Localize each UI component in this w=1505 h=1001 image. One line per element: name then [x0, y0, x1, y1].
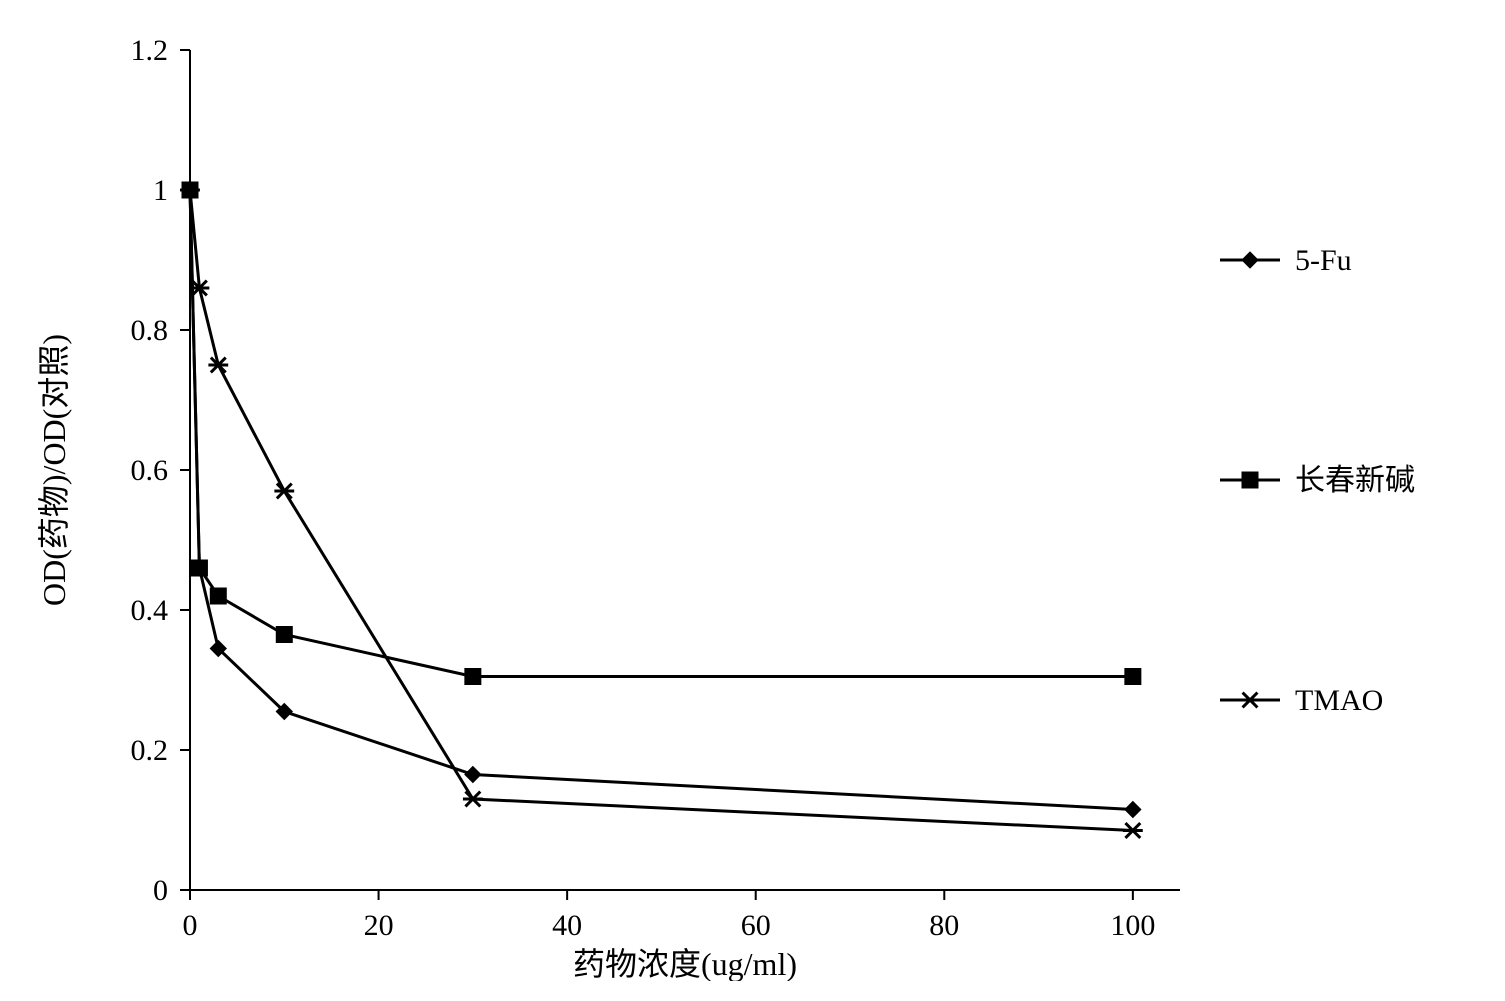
legend-label: TMAO: [1295, 684, 1383, 717]
diamond-marker: [1242, 252, 1258, 268]
y-tick-label: 0.4: [131, 594, 169, 627]
asterisk-marker: [274, 484, 294, 499]
y-tick-label: 1: [153, 174, 168, 207]
series-vincristine: [182, 182, 1141, 685]
y-tick-label: 0.8: [131, 314, 169, 347]
legend-item-vincristine: 长春新碱: [1220, 464, 1415, 497]
x-tick-label: 80: [929, 909, 959, 942]
asterisk-marker: [463, 792, 483, 807]
diamond-marker: [1125, 802, 1141, 818]
square-marker: [465, 669, 481, 685]
x-tick-label: 60: [741, 909, 771, 942]
diamond-marker: [465, 767, 481, 783]
square-marker: [1125, 669, 1141, 685]
line-chart: 0 20 40 60 80 100 0 0.2 0.4 0.6 0.8 1 1.2 药物浓度(ug/ml)…: [20, 20, 1505, 981]
legend-label: 5-Fu: [1295, 244, 1352, 277]
y-axis-label: OD(药物)/OD(对照): [36, 334, 72, 606]
chart-container: 0 20 40 60 80 100 0 0.2 0.4 0.6 0.8 1 1.2 药物浓度(ug/ml)…: [20, 20, 1505, 981]
series-TMAO: [180, 183, 1143, 838]
legend-label: 长春新碱: [1295, 464, 1415, 497]
x-tick-label: 100: [1110, 909, 1155, 942]
series-line: [190, 190, 1133, 677]
y-tick-label: 0.2: [131, 734, 169, 767]
square-marker: [276, 627, 292, 643]
y-tick-label: 1.2: [131, 34, 169, 67]
series-line: [190, 190, 1133, 831]
series-5-Fu: [182, 182, 1141, 818]
x-tick-label: 40: [552, 909, 582, 942]
square-marker: [1242, 472, 1258, 488]
legend-item-5-Fu: 5-Fu: [1220, 244, 1352, 277]
square-marker: [210, 588, 226, 604]
asterisk-marker: [1240, 693, 1260, 708]
series-line: [190, 190, 1133, 810]
x-tick-label: 20: [364, 909, 394, 942]
x-tick-label: 0: [183, 909, 198, 942]
asterisk-marker: [1123, 823, 1143, 838]
square-marker: [191, 560, 207, 576]
y-tick-label: 0: [153, 874, 168, 907]
y-tick-label: 0.6: [131, 454, 169, 487]
legend-item-TMAO: TMAO: [1220, 684, 1383, 717]
x-axis-label: 药物浓度(ug/ml): [573, 946, 797, 981]
